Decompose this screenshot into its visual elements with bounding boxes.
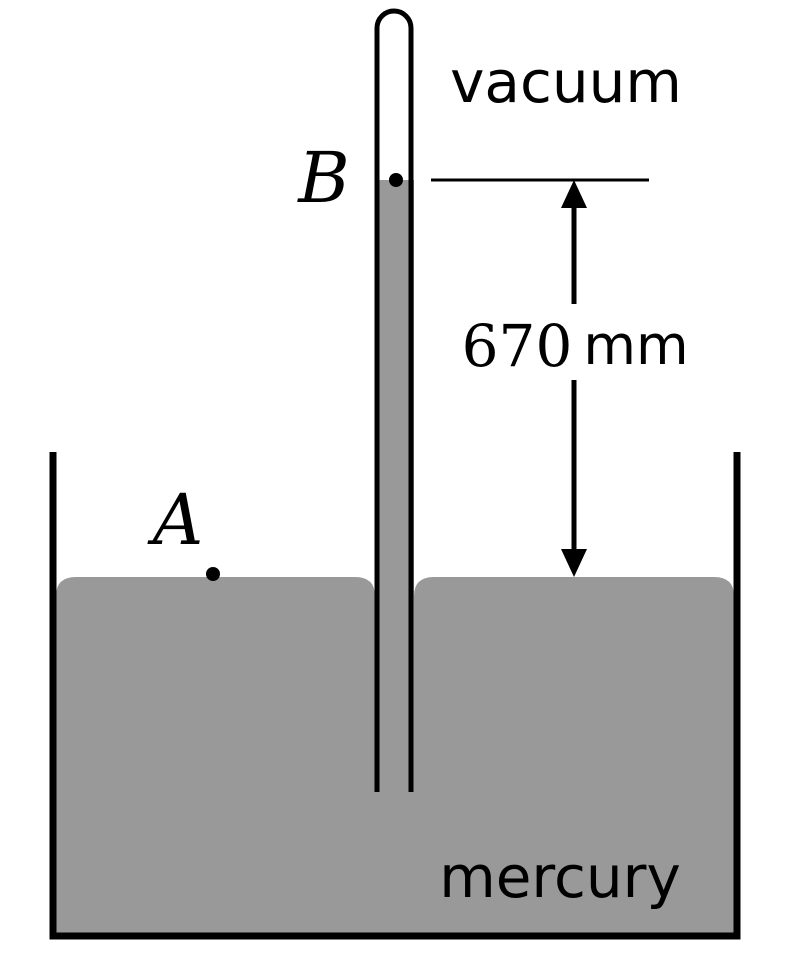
height-unit-label: mm — [583, 314, 688, 377]
point-a-dot — [206, 567, 220, 581]
mercury-label: mercury — [439, 843, 681, 911]
barometer-tube — [374, 8, 414, 792]
dimension-arrowhead-up — [561, 180, 587, 208]
dish-container — [49, 452, 741, 940]
mercury-pool-right — [414, 577, 734, 935]
vacuum-label: vacuum — [450, 48, 682, 116]
point-b-dot — [389, 173, 403, 187]
point-a-label: A — [147, 479, 204, 561]
mercury-column — [375, 180, 414, 935]
height-value-label: 670 — [462, 312, 573, 380]
dimension-arrowhead-down — [561, 549, 587, 577]
mercury-pool-left — [56, 577, 375, 935]
point-b-label: B — [296, 137, 349, 219]
